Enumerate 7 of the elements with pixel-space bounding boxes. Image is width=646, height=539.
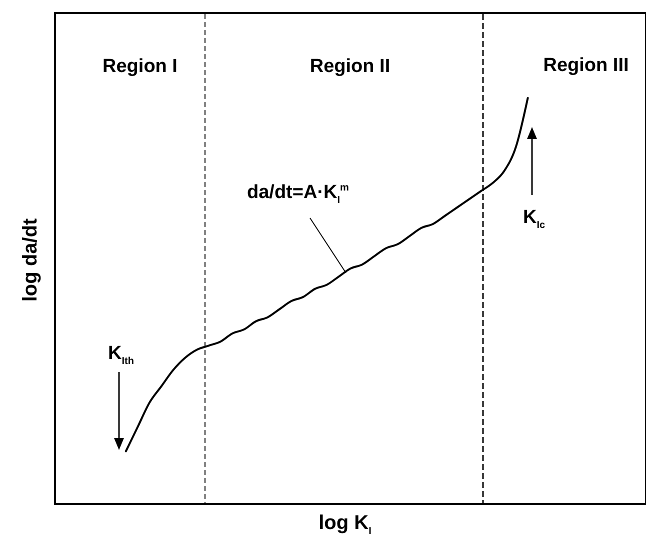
text: Region III (543, 55, 629, 77)
annotation: K$_{Ith}$ (108, 343, 134, 367)
annotation: K$_{Ic}$ (523, 207, 546, 231)
x-axis-title: log K$_{I}$ (318, 512, 372, 537)
y-axis-title: log da/dt (20, 218, 42, 302)
text: Region I (102, 56, 178, 78)
text: Region II (310, 56, 390, 78)
